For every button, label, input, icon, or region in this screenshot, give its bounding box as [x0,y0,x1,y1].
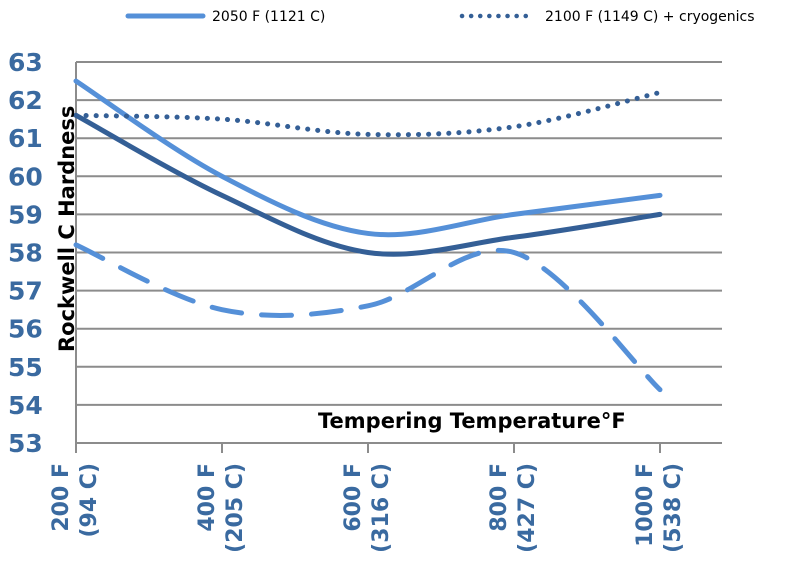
y-tick-label: 59 [8,200,43,229]
x-tick-label-f: 600 F [341,463,366,532]
x-tick-label-c: (205 C) [223,463,248,553]
legend-label-2050f: 2050 F (1121 C) [212,9,325,25]
series-line-3 [73,242,663,393]
y-axis-title: Rockwell C Hardness [55,106,79,352]
series-line-1 [73,89,663,138]
x-tick-label-c: (538 C) [661,463,686,553]
y-tick-label: 62 [8,86,43,115]
y-tick-label: 58 [8,239,43,268]
x-tick-label-c: (316 C) [369,463,394,553]
x-tick-label-f: 400 F [195,463,220,532]
y-tick-label: 63 [8,48,43,77]
x-tick-labels: 200 F (94 C) 400 F (205 C) 600 F (316 C) 800 F… [49,463,686,553]
y-tick-label: 53 [8,429,43,458]
x-tick-label-f: 800 F [487,463,512,532]
legend: 2050 F (1121 C) 2100 F (1149 C) + cryoge… [125,9,755,25]
y-tick-label: 55 [8,353,43,382]
y-tick-label: 57 [8,277,43,306]
series-lines [73,78,663,393]
y-tick-label: 54 [8,391,43,420]
gridlines [75,61,722,453]
x-axis-title: Tempering Temperature°F [318,409,626,433]
y-tick-labels: 53 54 55 56 57 58 59 60 61 62 63 [8,48,43,458]
y-tick-label: 61 [8,124,43,153]
legend-label-2100f-cryo: 2100 F (1149 C) + cryogenics [545,9,755,25]
x-tick-label-c: (94 C) [77,463,102,538]
x-tick-label-f: 200 F [49,463,74,532]
y-tick-label: 56 [8,315,43,344]
x-tick-label-c: (427 C) [515,463,540,553]
y-tick-label: 60 [8,162,43,191]
series-line-0 [73,78,663,238]
x-tick-label-f: 1000 F [633,463,658,547]
